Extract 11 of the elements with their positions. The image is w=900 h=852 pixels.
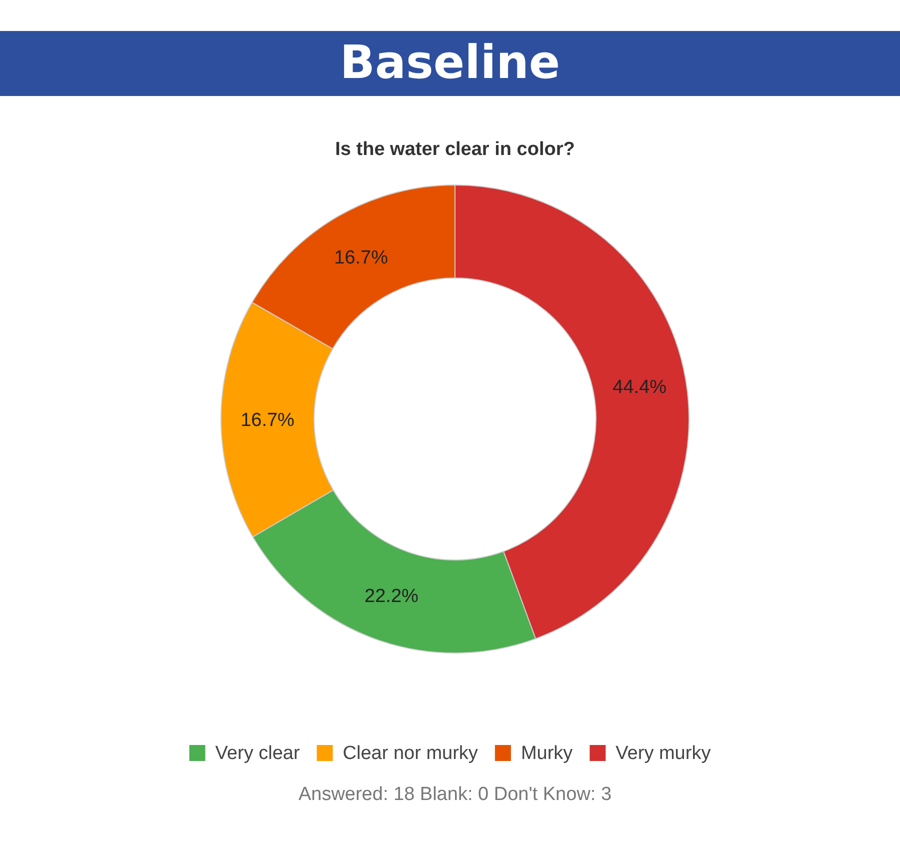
legend-label: Very murky: [616, 743, 712, 764]
chart-subtitle: Is the water clear in color?: [335, 139, 575, 160]
legend-label: Murky: [520, 743, 574, 764]
data-label: 22.2%: [364, 586, 419, 608]
chart-title: Baseline: [340, 35, 560, 89]
text: Answered: 18 Blank: 0 Don't Know: 3: [298, 784, 612, 805]
legend-label: Very clear: [215, 743, 300, 764]
data-label: 44.4%: [612, 376, 667, 398]
data-label: 16.7%: [240, 410, 295, 432]
legend-label: Clear nor murky: [342, 743, 478, 764]
data-label: 16.7%: [334, 247, 388, 268]
